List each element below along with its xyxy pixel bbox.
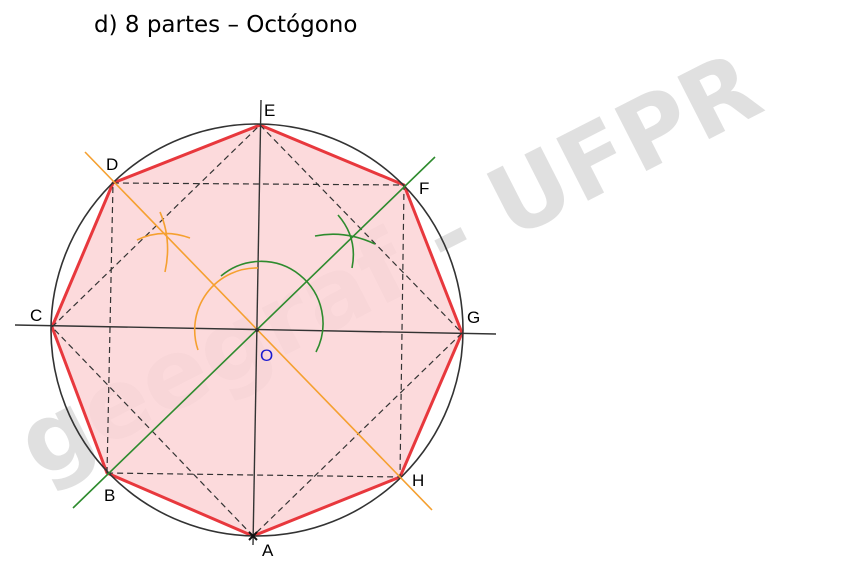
label-a: A	[262, 541, 274, 560]
green-bisector	[72, 156, 436, 509]
vertex-a-marker	[248, 531, 258, 541]
label-g: G	[467, 308, 480, 327]
page-title: d) 8 partes – Octógono	[94, 12, 358, 38]
label-o: O	[260, 346, 273, 365]
dashed-square-bdfh	[106, 182, 405, 478]
label-f: F	[419, 179, 429, 198]
label-c: C	[30, 306, 42, 325]
circumcircle	[50, 123, 464, 537]
orange-cross-arc-2	[159, 211, 169, 273]
dashed-square-aceg	[51, 124, 463, 537]
label-d: D	[106, 155, 118, 174]
orange-center-arc	[193, 267, 259, 351]
vertical-diameter	[252, 99, 262, 546]
green-cross-arc-1	[314, 233, 376, 245]
center-point	[255, 328, 259, 332]
green-center-arc	[220, 260, 324, 353]
label-e: E	[264, 101, 275, 120]
green-cross-arc-2	[337, 214, 355, 269]
orange-cross-arc-1	[136, 232, 191, 241]
label-b: B	[104, 486, 115, 505]
label-h: H	[412, 471, 424, 490]
